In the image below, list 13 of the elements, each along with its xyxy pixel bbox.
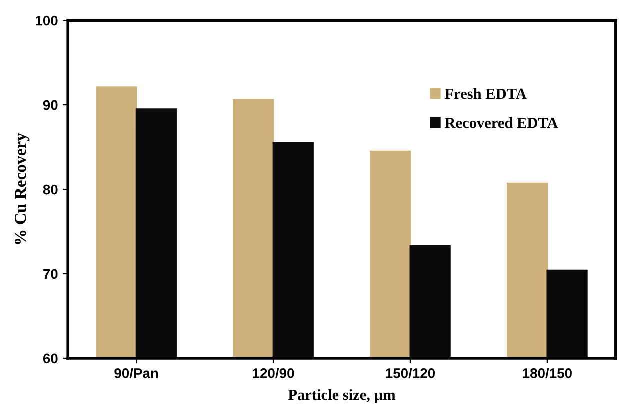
y-tick-label: 100: [36, 16, 58, 26]
y-tick-label: 90: [43, 100, 58, 110]
y-tick-label: 60: [43, 354, 58, 364]
y-axis-title: % Cu Recovery: [14, 133, 30, 244]
x-tick-label: 180/150: [523, 368, 572, 379]
x-tick-label: 150/120: [386, 368, 436, 379]
x-axis-title: Particle size, µm: [288, 389, 396, 404]
legend-label: Recovered EDTA: [445, 118, 558, 128]
x-tick-label: 90/Pan: [114, 368, 158, 379]
x-tick-label: 120/90: [253, 368, 294, 379]
legend-label: Fresh EDTA: [445, 88, 527, 100]
y-tick-label: 80: [43, 184, 58, 195]
y-tick-label: 70: [44, 269, 58, 280]
